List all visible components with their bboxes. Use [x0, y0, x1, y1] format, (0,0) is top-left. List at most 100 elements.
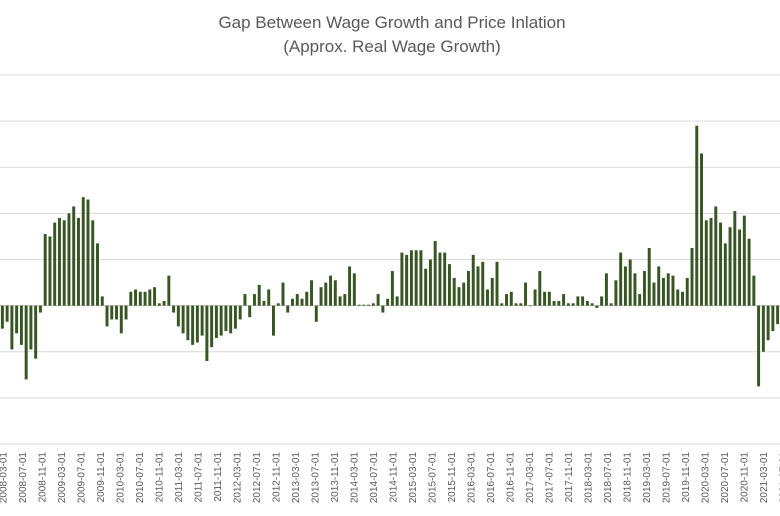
bar — [319, 287, 323, 306]
bar — [19, 305, 23, 345]
bar — [200, 305, 204, 336]
bar — [205, 305, 209, 361]
x-tick-label: 2012-07-01 — [252, 452, 263, 504]
bar — [91, 220, 95, 306]
bar — [367, 304, 371, 306]
bar — [153, 287, 157, 306]
chart-subtitle: (Approx. Real Wage Growth) — [283, 37, 501, 56]
bar — [771, 305, 775, 331]
bar — [129, 291, 133, 306]
bar — [352, 273, 356, 306]
bar — [219, 305, 223, 336]
x-tick-label: 2018-11-01 — [623, 452, 634, 503]
bar — [690, 247, 694, 306]
bar — [704, 220, 708, 306]
bar — [362, 304, 366, 306]
bar — [428, 259, 432, 306]
bar — [72, 206, 76, 306]
bar — [609, 303, 613, 306]
bar — [685, 277, 689, 306]
bar — [276, 303, 280, 306]
bar — [86, 199, 90, 306]
bar — [666, 273, 670, 306]
bar — [723, 243, 727, 306]
bar — [633, 273, 637, 306]
bar — [543, 291, 547, 306]
bar — [329, 275, 333, 306]
bar — [467, 271, 470, 306]
x-tick-label: 2019-11-01 — [681, 452, 692, 503]
x-tick-label: 2020-03-01 — [701, 452, 712, 504]
bar — [538, 271, 542, 306]
bar — [348, 266, 352, 306]
x-tick-label: 2009-07-01 — [77, 452, 88, 504]
bar — [747, 238, 751, 306]
bar — [509, 291, 513, 306]
bar — [24, 305, 28, 380]
bar — [314, 305, 318, 322]
bar — [614, 280, 618, 306]
bar — [547, 291, 551, 306]
bar — [390, 271, 394, 306]
bar — [662, 277, 665, 306]
bar — [105, 305, 109, 327]
x-tick-label: 2013-11-01 — [330, 452, 341, 503]
x-tick-label: 2010-11-01 — [155, 452, 166, 503]
bar — [443, 252, 447, 306]
bar — [433, 241, 437, 306]
x-tick-label: 2016-03-01 — [467, 452, 478, 504]
bar — [452, 277, 456, 306]
bar — [10, 305, 14, 350]
bar — [134, 289, 138, 306]
bars — [0, 125, 780, 387]
gridlines — [0, 74, 780, 445]
bar — [138, 291, 142, 306]
bar — [376, 294, 380, 306]
x-tick-label: 2011-07-01 — [194, 452, 205, 503]
bar — [248, 305, 252, 318]
bar — [291, 298, 294, 306]
bar — [181, 305, 185, 334]
bar — [48, 236, 52, 306]
bar — [552, 301, 556, 306]
bar — [57, 217, 61, 306]
bar — [419, 250, 423, 306]
chart-title: Gap Between Wage Growth and Price Inlati… — [218, 13, 565, 32]
bar — [490, 277, 494, 306]
x-tick-label: 2017-07-01 — [545, 452, 556, 504]
x-tick-label: 2010-03-01 — [116, 452, 127, 504]
x-tick-label: 2016-11-01 — [506, 452, 517, 503]
x-tick-label: 2018-07-01 — [603, 452, 614, 504]
bar — [191, 305, 195, 345]
bar — [233, 305, 237, 329]
bar — [34, 305, 38, 359]
bar — [229, 305, 233, 334]
x-tick-label: 2019-07-01 — [662, 452, 673, 504]
x-tick-label: 2014-07-01 — [369, 452, 380, 504]
x-tick-label: 2010-07-01 — [135, 452, 146, 504]
x-tick-label: 2021-07-01 — [779, 452, 780, 504]
bar — [681, 291, 684, 306]
bar — [766, 305, 770, 341]
bar — [462, 282, 466, 306]
bar — [590, 303, 594, 306]
bar — [343, 294, 347, 306]
bar — [471, 254, 475, 306]
bar — [676, 289, 680, 306]
bar — [533, 289, 537, 306]
bar — [400, 252, 404, 306]
bar — [476, 266, 480, 306]
bar — [167, 275, 171, 306]
bar — [324, 282, 328, 306]
bar — [733, 211, 737, 306]
bar — [115, 305, 118, 320]
bar — [0, 305, 4, 329]
bar — [719, 222, 723, 306]
bar — [457, 287, 461, 306]
bar — [252, 294, 256, 306]
bar — [386, 298, 390, 306]
bar — [514, 303, 518, 306]
bar — [305, 291, 309, 306]
bar — [695, 125, 699, 306]
bar — [176, 305, 180, 327]
